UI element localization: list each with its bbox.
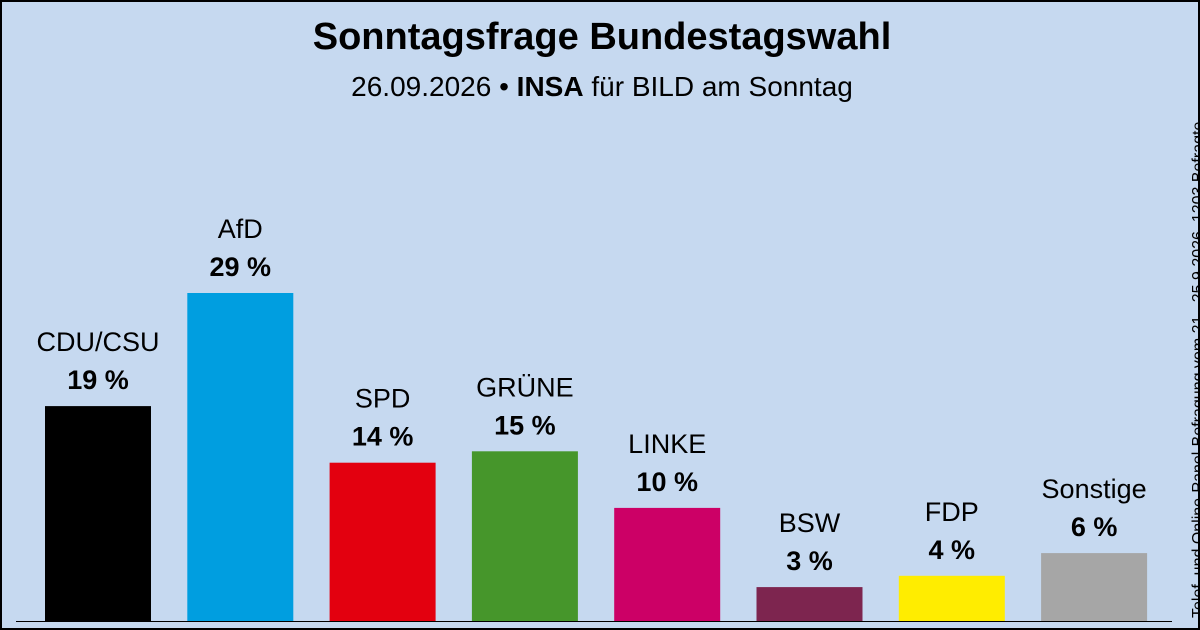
value-label-cdu-csu: 19 % — [67, 365, 129, 395]
value-label-bsw: 3 % — [786, 546, 833, 576]
value-label-linke: 10 % — [636, 467, 698, 497]
survey-note: Telef. und Online-Panel-Befragung vom 21… — [1190, 121, 1200, 618]
bar-fdp — [898, 575, 1005, 621]
value-label-fdp: 4 % — [929, 535, 976, 565]
bar-spd — [329, 462, 436, 621]
category-label-fdp: FDP — [925, 497, 979, 527]
value-label-afd: 29 % — [210, 252, 272, 282]
chart-subtitle: 26.09.2026 • INSA für BILD am Sonntag — [2, 71, 1200, 103]
chart-title: Sonntagsfrage Bundestagswahl — [312, 16, 892, 58]
category-label-cdu-csu: CDU/CSU — [36, 327, 159, 357]
institute-name: INSA — [516, 71, 584, 102]
bar-linke — [614, 507, 721, 621]
client-name: für BILD am Sonntag — [591, 71, 853, 102]
category-label-gruene: GRÜNE — [476, 372, 574, 402]
category-label-sonstige: Sonstige — [1042, 474, 1147, 504]
category-label-bsw: BSW — [779, 508, 841, 538]
poll-date: 26.09.2026 — [351, 71, 492, 102]
category-label-afd: AfD — [218, 214, 263, 244]
bar-bsw — [756, 587, 863, 621]
value-label-sonstige: 6 % — [1071, 512, 1118, 542]
category-label-linke: LINKE — [628, 429, 706, 459]
separator-bullet: • — [499, 71, 509, 102]
bar-afd — [187, 293, 294, 621]
value-label-gruene: 15 % — [494, 410, 556, 440]
bar-cdu-csu — [45, 406, 151, 621]
bar-gruene — [471, 451, 578, 621]
category-label-spd: SPD — [355, 384, 411, 414]
value-label-spd: 14 % — [352, 422, 414, 452]
bar-sonstige — [1041, 553, 1148, 621]
